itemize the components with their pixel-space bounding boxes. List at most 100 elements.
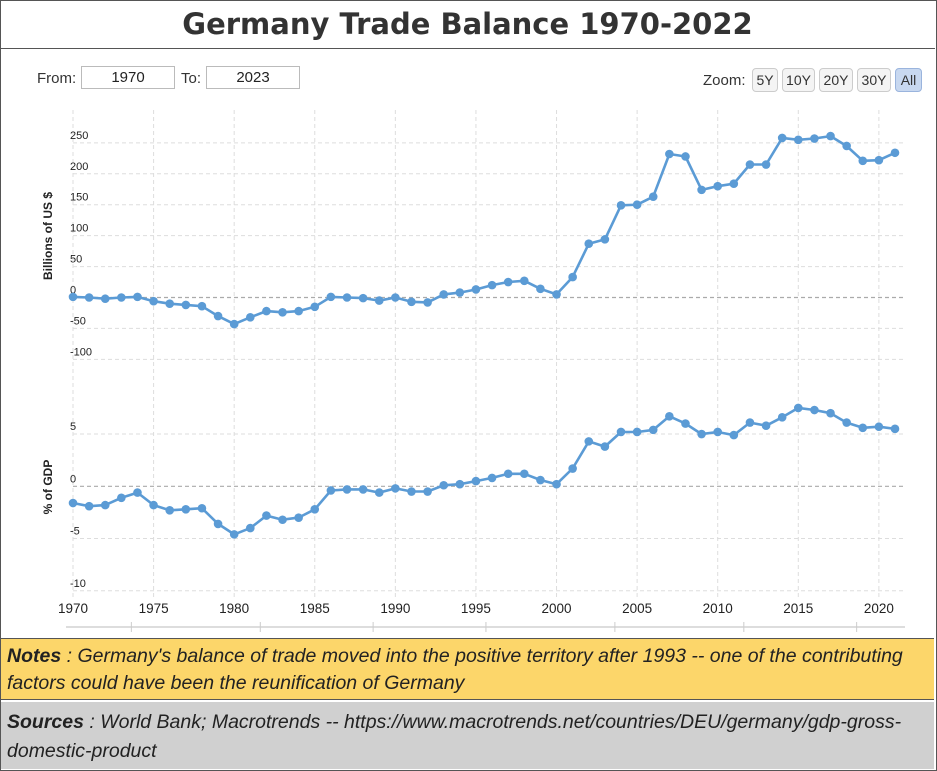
data-point-billions: [439, 290, 449, 299]
y-tick-label: 200: [70, 161, 88, 173]
x-tick-label: 1985: [300, 601, 330, 616]
notes-text: : Germany's balance of trade moved into …: [7, 645, 903, 694]
data-point-pct: [810, 405, 819, 415]
data-point-pct: [439, 480, 449, 490]
data-point-pct: [616, 427, 626, 437]
data-point-pct: [197, 503, 207, 513]
data-point-billions: [262, 306, 271, 316]
data-point-pct: [729, 430, 739, 440]
data-point-billions: [133, 292, 142, 302]
data-point-pct: [149, 500, 158, 510]
data-point-billions: [278, 308, 287, 317]
zoom-20y-button[interactable]: 20Y: [819, 68, 853, 92]
data-point-billions: [100, 294, 110, 304]
data-point-pct: [245, 523, 255, 533]
y-tick-label: 100: [70, 223, 88, 235]
data-point-pct: [455, 479, 465, 489]
zoom-30y-button[interactable]: 30Y: [857, 68, 891, 92]
x-tick-label: 1990: [380, 601, 410, 616]
zoom-5y-button[interactable]: 5Y: [752, 68, 778, 92]
data-point-billions: [616, 201, 626, 210]
data-point-billions: [697, 185, 706, 195]
data-point-billions: [245, 312, 255, 322]
to-label: To:: [181, 70, 202, 87]
data-point-billions: [745, 160, 755, 169]
data-point-billions: [632, 200, 642, 210]
y-tick-label: -10: [70, 578, 86, 590]
data-point-pct: [697, 429, 706, 439]
zoom-10y-button[interactable]: 10Y: [782, 68, 815, 92]
data-point-pct: [278, 515, 287, 525]
data-point-billions: [294, 306, 303, 316]
data-point-pct: [391, 484, 400, 493]
series-line-billions: [72, 134, 896, 326]
data-point-billions: [713, 181, 723, 191]
y-tick-label: 50: [70, 254, 82, 266]
data-point-billions: [310, 302, 320, 312]
y-tick-label: 150: [70, 192, 88, 204]
data-point-pct: [471, 476, 481, 486]
y-tick-label: 250: [70, 130, 88, 142]
data-point-pct: [777, 413, 787, 422]
x-tick-label: 2010: [703, 601, 733, 616]
x-tick-label: 1970: [58, 601, 88, 616]
y-tick-label: -5: [70, 526, 80, 538]
data-point-pct: [262, 511, 271, 520]
data-point-pct: [890, 424, 900, 434]
data-point-billions: [519, 276, 529, 286]
data-point-pct: [165, 506, 175, 515]
x-tick-label: 1975: [139, 601, 169, 616]
data-point-pct: [342, 485, 352, 494]
data-point-pct: [536, 475, 545, 485]
x-tick-label: 1995: [461, 601, 491, 616]
data-point-billions: [487, 280, 497, 290]
data-point-pct: [648, 425, 658, 435]
data-point-billions: [117, 293, 126, 302]
data-point-billions: [374, 296, 384, 305]
data-point-billions: [503, 277, 513, 287]
data-point-billions: [423, 298, 432, 307]
y-tick-label: -100: [70, 346, 92, 358]
y-tick-label: 0: [70, 473, 76, 485]
data-point-billions: [874, 155, 884, 165]
data-point-billions: [665, 149, 674, 159]
data-point-billions: [584, 239, 594, 248]
data-point-billions: [568, 272, 577, 282]
data-point-billions: [681, 152, 690, 161]
page-title: Germany Trade Balance 1970-2022: [0, 0, 935, 49]
data-point-pct: [294, 513, 303, 522]
data-point-pct: [519, 469, 529, 479]
series-line-pct: [72, 406, 896, 536]
from-date-input[interactable]: [81, 66, 175, 89]
data-point-pct: [761, 421, 771, 430]
data-point-billions: [536, 284, 545, 294]
data-point-pct: [310, 504, 320, 514]
data-point-billions: [213, 311, 223, 321]
to-date-input[interactable]: [206, 66, 300, 89]
data-point-billions: [181, 300, 191, 310]
data-point-billions: [455, 288, 465, 297]
data-point-billions: [858, 156, 868, 166]
x-tick-label: 1980: [219, 601, 249, 616]
zoom-label: Zoom:: [703, 72, 746, 89]
data-point-billions: [810, 134, 819, 143]
y-tick-label: 0: [70, 285, 76, 297]
y-tick-label: 5: [70, 421, 76, 433]
data-point-billions: [165, 299, 175, 308]
data-point-billions: [326, 292, 336, 302]
x-tick-label: 2005: [622, 601, 652, 616]
data-point-pct: [842, 418, 851, 427]
data-point-billions: [777, 133, 787, 143]
data-point-pct: [826, 408, 835, 418]
x-tick-label: 2000: [542, 601, 572, 616]
sources-label: Sources: [7, 711, 84, 733]
data-point-billions: [197, 301, 207, 311]
data-point-billions: [729, 179, 739, 188]
data-point-billions: [826, 131, 835, 141]
sources-text: : World Bank; Macrotrends -- https://www…: [7, 711, 902, 762]
data-point-pct: [374, 488, 384, 497]
data-point-billions: [391, 293, 400, 302]
zoom-all-button[interactable]: All: [895, 68, 922, 92]
data-point-billions: [358, 293, 368, 303]
